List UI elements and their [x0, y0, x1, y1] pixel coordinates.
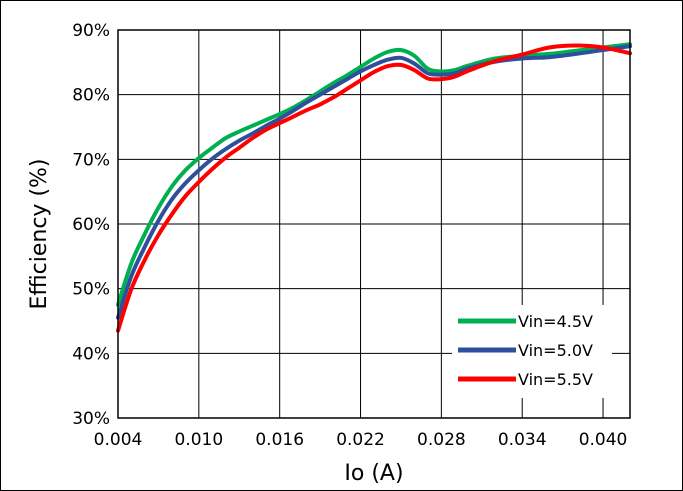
y-tick-label: 70%: [72, 150, 110, 170]
plot-area-border: [117, 29, 631, 419]
x-tick-label: 0.034: [498, 430, 547, 450]
legend-label-2: Vin=5.0V: [518, 341, 593, 360]
x-tick-label: 0.010: [175, 430, 224, 450]
series-line-3: [116, 43, 632, 333]
y-tick-label: 30%: [72, 409, 110, 429]
y-tick-label: 40%: [72, 344, 110, 364]
legend-label-3: Vin=5.5V: [518, 370, 593, 389]
x-axis-ticks: 0.004 0.010 0.016 0.022 0.028 0.034 0.040: [94, 430, 628, 450]
y-tick-label: 60%: [72, 215, 110, 235]
series-line-2: [116, 44, 632, 320]
x-tick-label: 0.016: [255, 430, 304, 450]
x-axis-label: Io (A): [344, 461, 403, 486]
y-tick-label: 80%: [72, 86, 110, 106]
x-tick-label: 0.040: [579, 430, 628, 450]
legend: Vin=4.5V Vin=5.0V Vin=5.5V: [452, 305, 612, 398]
legend-label-1: Vin=4.5V: [518, 312, 593, 331]
y-tick-label: 50%: [72, 280, 110, 300]
series-line-1: [116, 42, 632, 307]
y-axis-ticks: 30% 40% 50% 60% 70% 80% 90%: [72, 21, 110, 429]
x-tick-label: 0.004: [94, 430, 143, 450]
y-axis-label: Efficiency (%): [27, 158, 52, 309]
x-tick-label: 0.028: [417, 430, 466, 450]
y-tick-label: 90%: [72, 21, 110, 41]
x-tick-label: 0.022: [336, 430, 385, 450]
series-layer: [116, 42, 632, 333]
grid-lines: [117, 29, 630, 419]
